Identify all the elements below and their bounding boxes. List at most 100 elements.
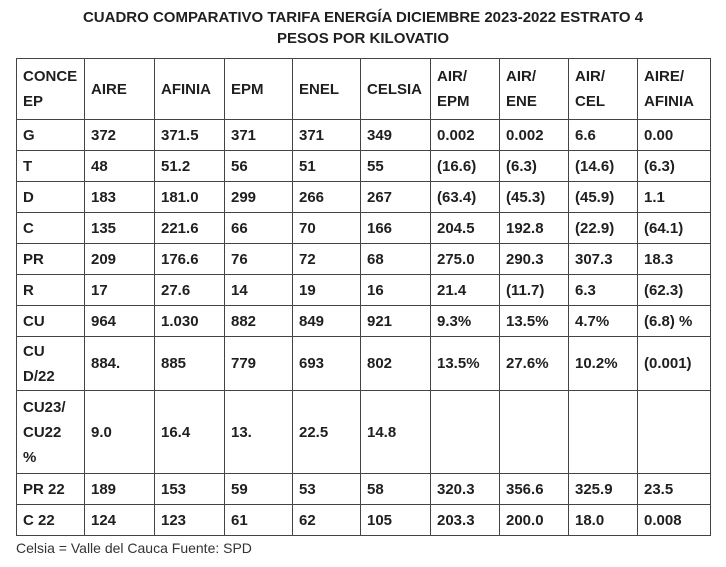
cell-text: CU	[23, 312, 45, 330]
table-cell: 189	[84, 473, 155, 505]
cell-text: 299	[231, 188, 257, 206]
cell-text: (11.7)	[506, 281, 545, 299]
cell-text: AIR/	[506, 68, 536, 85]
header-cell: AIRE/AFINIA	[637, 58, 711, 120]
cell-text: 166	[367, 219, 393, 237]
table-cell: (11.7)	[499, 274, 569, 306]
row-label-cell: R	[16, 274, 85, 306]
cell-text: 48	[91, 157, 108, 175]
cell-text: (63.4)	[437, 188, 477, 206]
table-cell: 9.0	[84, 390, 155, 474]
table-row: CU D/22 884. 885 779 693 802 13.5% 27.6% 10.2% (0.…	[16, 336, 711, 391]
cell-text: 882	[231, 312, 257, 330]
table-cell: 13.	[224, 390, 293, 474]
cell-text: 58	[367, 480, 384, 498]
cell-text: D/22	[23, 367, 55, 385]
table-cell: 59	[224, 473, 293, 505]
cell-text: 13.5%	[437, 355, 480, 372]
table-row: PR 209 176.6 76 72 68 275.0 290.3 307.3 18.3	[16, 243, 711, 275]
cell-text: 59	[231, 480, 248, 498]
cell-text: 16.4	[161, 423, 191, 441]
table-cell: 51	[292, 150, 361, 182]
table-cell: 58	[360, 473, 431, 505]
table-cell: 14	[224, 274, 293, 306]
cell-text: 23.5	[644, 480, 674, 498]
cell-text: (6.3)	[506, 157, 537, 175]
table-cell: 779	[224, 336, 293, 391]
table-cell: 307.3	[568, 243, 638, 275]
cell-text: 105	[367, 511, 393, 529]
table-cell	[499, 390, 569, 474]
table-row: CU23/CU22% 9.0 16.4 13. 22.5 14.8	[16, 390, 711, 474]
row-label-cell: PR 22	[16, 473, 85, 505]
cell-text: EPM	[231, 80, 264, 98]
cell-text: 61	[231, 511, 248, 529]
table-cell: 10.2%	[568, 336, 638, 391]
table-cell: (6.8) %	[637, 305, 711, 337]
header-cell: EPM	[224, 58, 293, 120]
row-label-cell: T	[16, 150, 85, 182]
cell-text: CU23/	[23, 398, 66, 416]
table-cell: 266	[292, 181, 361, 213]
cell-text: ENEL	[299, 80, 340, 98]
table-cell: 72	[292, 243, 361, 275]
header-cell: AIR/EPM	[430, 58, 500, 120]
table-cell: 693	[292, 336, 361, 391]
table-cell: 27.6%	[499, 336, 569, 391]
cell-text: CONCE	[23, 68, 78, 85]
cell-text: 693	[299, 355, 325, 372]
cell-text: AFINIA	[161, 80, 211, 98]
cell-text: 189	[91, 480, 117, 498]
cell-text: 124	[91, 511, 117, 529]
cell-text: 56	[231, 157, 248, 175]
cell-text: 62	[299, 511, 316, 529]
table-cell: 16	[360, 274, 431, 306]
cell-text: 0.002	[437, 126, 475, 144]
cell-text: 9.3%	[437, 312, 472, 330]
table-row: T 48 51.2 56 51 55 (16.6) (6.3) (14.6) (6.3)	[16, 150, 711, 182]
cell-text: 27.6%	[506, 355, 549, 372]
cell-text: 55	[367, 157, 384, 175]
cell-text: 371	[299, 126, 325, 144]
cell-text: CU22	[23, 423, 62, 441]
table-row: R 17 27.6 14 19 16 21.4 (11.7) 6.3 (62.3)	[16, 274, 711, 306]
table-cell: 183	[84, 181, 155, 213]
cell-text: (64.1)	[644, 219, 684, 237]
cell-text: 267	[367, 188, 393, 206]
row-label-cell: CU D/22	[16, 336, 85, 391]
table-cell: (6.3)	[637, 150, 711, 182]
table-cell: 135	[84, 212, 155, 244]
table-cell: (6.3)	[499, 150, 569, 182]
cell-text: 320.3	[437, 480, 475, 498]
cell-text: 325.9	[575, 480, 613, 498]
table-cell: 921	[360, 305, 431, 337]
table-cell: 19	[292, 274, 361, 306]
cell-text: 181.0	[161, 188, 199, 206]
cell-text: R	[23, 281, 34, 299]
cell-text: 204.5	[437, 219, 475, 237]
table-cell: 153	[154, 473, 225, 505]
table-cell	[568, 390, 638, 474]
table-cell: 51.2	[154, 150, 225, 182]
cell-text: 53	[299, 480, 316, 498]
title-line-1: CUADRO COMPARATIVO TARIFA ENERGÍA DICIEM…	[82, 9, 644, 26]
table-cell: 1.1	[637, 181, 711, 213]
cell-text: 0.00	[644, 126, 674, 144]
table-cell: 61	[224, 504, 293, 536]
table-cell: 275.0	[430, 243, 500, 275]
header-cell: AIR/ENE	[499, 58, 569, 120]
table-cell: 18.3	[637, 243, 711, 275]
cell-text: 14	[231, 281, 248, 299]
cell-text: 349	[367, 126, 393, 144]
cell-text: AIR/	[437, 68, 467, 85]
table-cell: 124	[84, 504, 155, 536]
cell-text: (6.3)	[644, 157, 675, 175]
cell-text: ENE	[506, 93, 537, 110]
table-cell: (22.9)	[568, 212, 638, 244]
header-cell: AIRE	[84, 58, 155, 120]
table-cell: 325.9	[568, 473, 638, 505]
table-cell: 13.5%	[430, 336, 500, 391]
cell-text: 183	[91, 188, 117, 206]
cell-text: CELSIA	[367, 80, 423, 98]
row-label-cell: G	[16, 119, 85, 151]
